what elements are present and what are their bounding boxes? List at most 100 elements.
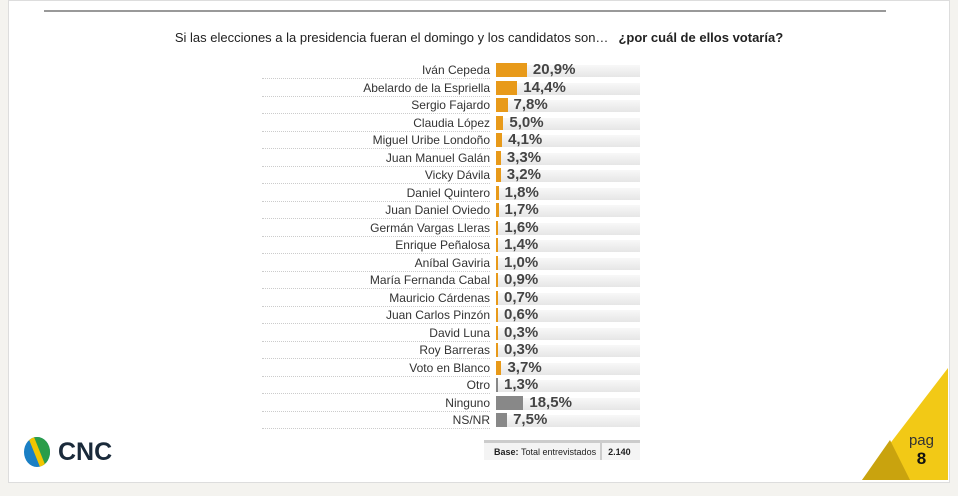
bar-row: Juan Manuel Galán 3,3% [262,148,642,167]
bar-value: 0,7% [504,288,539,306]
bar-label: Roy Barreras [419,343,490,357]
bar [496,378,498,392]
row-divider [262,305,490,307]
cnc-logo-icon [24,437,50,467]
bar-track [496,82,640,95]
bar-value: 5,0% [509,113,544,131]
slide-frame [8,0,950,483]
bar [496,413,508,427]
row-divider [262,323,490,324]
bar-track [496,187,640,200]
row-divider [262,165,490,167]
bar-row: Ninguno 18,5% [262,394,642,412]
bar-label: Germán Vargas Lleras [370,220,490,235]
bar [496,395,524,410]
bar-label: Claudia López [413,115,490,130]
page-number: 8 [916,449,927,468]
row-divider [262,288,490,289]
page-label: pag [908,432,934,449]
bar-value: 7,5% [513,411,548,428]
base-value: 2.140 [608,446,631,457]
bar [496,168,501,182]
bar-track [496,170,640,182]
bar [496,185,499,200]
row-divider [262,148,490,149]
bar-label: Miguel Uribe Londoño [372,133,490,147]
bar-value: 1,6% [504,218,539,236]
bar-label: Ninguno [445,395,490,410]
bar-label: Mauricio Cárdenas [389,290,490,305]
base-text: Total entrevistados [521,446,597,457]
bar [496,343,498,357]
bar [496,63,527,77]
bar-row: Abelardo de la Espriella 14,4% [262,79,642,97]
row-divider [262,340,490,342]
bar-track [496,100,640,112]
bar-value: 1,8% [504,183,539,201]
row-divider [262,130,490,132]
bar-label: Iván Cepeda [421,63,490,77]
bar-row: Miguel Uribe Londoño 4,1% [262,131,642,149]
bar-value: 0,6% [504,306,539,323]
bar-value: 1,0% [504,253,539,271]
bar [496,98,508,112]
bar-track [496,292,640,305]
bar [496,220,499,235]
chart-title: Si las elecciones a la presidencia fuera… [0,30,958,45]
row-divider [262,113,490,114]
bar [496,360,502,375]
bar-label: Juan Manuel Galán [385,150,490,165]
bar-row: Aníbal Gaviria 1,0% [262,253,642,272]
row-divider [262,375,490,377]
bar-track [496,222,640,235]
row-divider [262,95,490,97]
bar-label: Vicky Dávila [424,168,490,182]
cnc-logo: CNC [22,437,112,467]
bar-row: NS/NR 7,5% [262,411,642,429]
row-divider [262,218,490,219]
bar-value: 20,9% [532,61,576,78]
bar-value: 3,7% [507,358,542,376]
bar-label: Sergio Fajardo [411,98,490,112]
row-divider [262,428,490,429]
bar-value: 1,3% [504,376,539,393]
bar-track [496,65,640,77]
bar-value: 3,3% [506,148,542,166]
row-divider [262,183,490,184]
bar-value: 0,3% [504,341,539,358]
base-label: Base: [494,446,519,457]
bar [496,150,501,165]
bar-track [496,345,640,357]
bar-track [496,275,640,287]
bar-track [496,240,640,252]
bar-label: David Luna [429,325,490,340]
row-divider [262,200,490,202]
bar-track [496,397,640,410]
bar-row: Roy Barreras 0,3% [262,341,642,359]
bar-value: 1,4% [504,236,539,253]
base-note: Base: Total entrevistados 2.140 [484,440,640,460]
row-divider [262,78,490,79]
bar-value: 0,9% [504,271,539,288]
question-text: Si las elecciones a la presidencia fuera… [174,30,609,45]
bar [496,325,498,340]
corner-triangle [862,368,948,480]
bar [496,115,504,130]
bar [496,255,498,270]
bar-value: 0,3% [504,323,539,341]
bar-track [496,415,640,427]
row-divider [262,270,490,272]
page-indicator: pag 8 [909,432,934,469]
bar [496,203,499,217]
bar-row: Germán Vargas Lleras 1,6% [262,218,642,237]
bar-row: Claudia López 5,0% [262,113,642,132]
bar-track [496,327,640,340]
bar-label: María Fernanda Cabal [369,273,490,287]
bar [496,290,498,305]
top-divider [44,10,886,12]
row-divider [262,358,490,359]
bar-label: Otro [466,378,490,392]
bar-label: Voto en Blanco [409,360,490,375]
bar-label: Abelardo de la Espriella [363,80,490,95]
bar-track [496,380,640,392]
